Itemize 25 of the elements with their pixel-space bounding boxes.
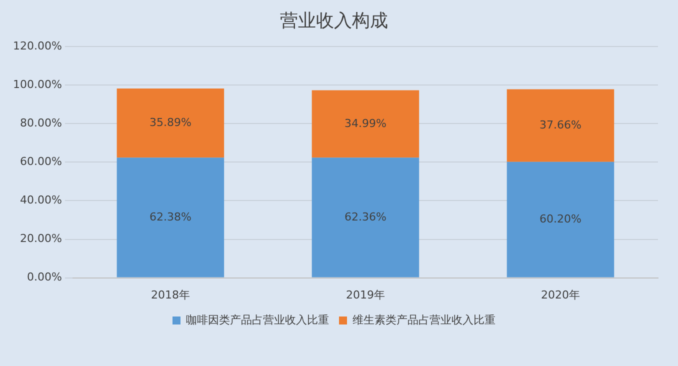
data-label: 34.99% <box>344 116 386 130</box>
bar <box>506 89 614 162</box>
legend-label: 维生素类产品占营业收入比重 <box>352 313 496 326</box>
data-label: 37.66% <box>540 118 582 132</box>
x-tick-label: 2020年 <box>540 288 580 302</box>
y-tick-label: 100.00% <box>12 78 62 91</box>
y-tick-label: 80.00% <box>20 116 62 130</box>
y-tick-label: 40.00% <box>20 194 62 207</box>
legend-label: 咖啡因类产品占营业收入比重 <box>186 313 329 326</box>
y-tick-label: 120.00% <box>12 39 62 52</box>
chart-title: 营业收入构成 <box>280 10 388 32</box>
y-tick-label: 0.00% <box>26 270 62 284</box>
bar <box>116 158 224 278</box>
data-label: 62.38% <box>149 210 192 224</box>
bar <box>312 158 420 278</box>
data-label: 35.89% <box>149 116 192 129</box>
x-tick-label: 2018年 <box>150 288 190 302</box>
data-label: 60.20% <box>540 212 582 226</box>
data-label: 62.36% <box>344 210 386 224</box>
bar <box>506 162 614 278</box>
y-tick-label: 20.00% <box>20 232 62 246</box>
bar <box>116 88 224 158</box>
bar <box>312 90 420 158</box>
x-tick-label: 2019年 <box>346 288 385 302</box>
y-tick-label: 60.00% <box>20 155 62 168</box>
